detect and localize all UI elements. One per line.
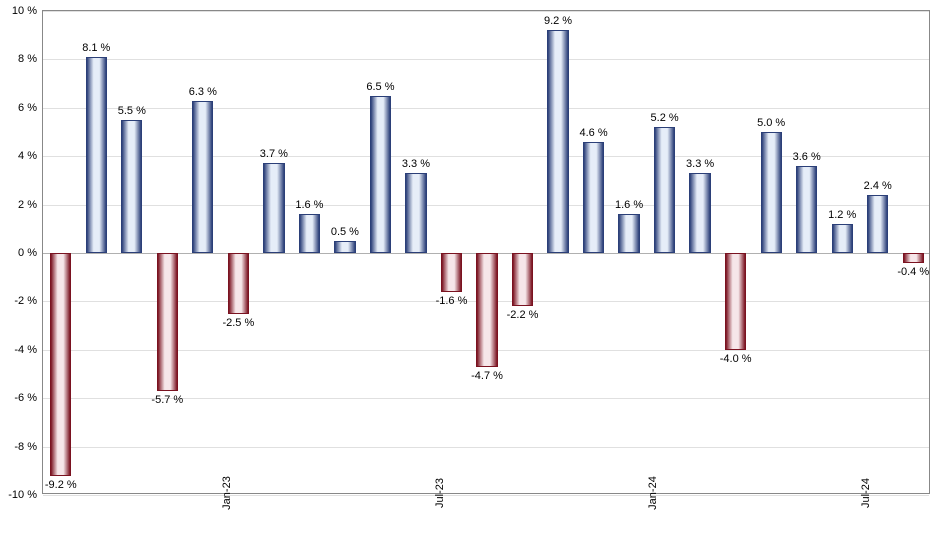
bar-value-label: 4.6 % xyxy=(579,127,607,139)
bar xyxy=(547,30,568,253)
bar xyxy=(476,253,497,367)
bar-value-label: 5.5 % xyxy=(118,105,146,117)
y-tick-label: 4 % xyxy=(18,150,43,162)
bar-value-label: -9.2 % xyxy=(45,479,77,491)
bar-chart: -10 % -8 % -6 % -4 % -2 % 0 % 2 % 4 % 6 % 8 % 10 %… xyxy=(0,0,940,550)
bar xyxy=(761,132,782,253)
x-tick-label: Jan-23 xyxy=(203,476,233,510)
bar-value-label: 3.3 % xyxy=(402,158,430,170)
bar-value-label: 2.4 % xyxy=(864,180,892,192)
bar xyxy=(334,241,355,253)
bar xyxy=(192,101,213,253)
bar-value-label: 3.3 % xyxy=(686,158,714,170)
bar-value-label: -1.6 % xyxy=(436,295,468,307)
bar xyxy=(903,253,924,263)
bar xyxy=(299,214,320,253)
bar xyxy=(441,253,462,292)
bar xyxy=(796,166,817,253)
y-tick-label: 8 % xyxy=(18,53,43,65)
bar xyxy=(725,253,746,350)
bar-value-label: -2.2 % xyxy=(507,309,539,321)
bar xyxy=(121,120,142,253)
gridline xyxy=(43,108,929,109)
y-tick-label: 0 % xyxy=(18,247,43,259)
bar xyxy=(583,142,604,253)
y-tick-label: -2 % xyxy=(14,295,43,307)
bar-value-label: 1.2 % xyxy=(828,209,856,221)
y-tick-label: 10 % xyxy=(12,5,43,17)
bar-value-label: -4.0 % xyxy=(720,353,752,365)
bar xyxy=(405,173,426,253)
bar xyxy=(370,96,391,253)
bar-value-label: -5.7 % xyxy=(151,394,183,406)
bar-value-label: 6.3 % xyxy=(189,86,217,98)
bar xyxy=(867,195,888,253)
bar-value-label: 0.5 % xyxy=(331,226,359,238)
y-tick-label: 2 % xyxy=(18,199,43,211)
bar-value-label: -4.7 % xyxy=(471,370,503,382)
bar-value-label: 6.5 % xyxy=(366,81,394,93)
gridline xyxy=(43,447,929,448)
bar xyxy=(512,253,533,306)
bar xyxy=(689,173,710,253)
gridline xyxy=(43,59,929,60)
y-tick-label: 6 % xyxy=(18,102,43,114)
y-tick-label: -6 % xyxy=(14,392,43,404)
x-tick-label: Jan-24 xyxy=(629,476,659,510)
bar-value-label: -2.5 % xyxy=(222,317,254,329)
gridline xyxy=(43,495,929,496)
bar xyxy=(654,127,675,253)
bar xyxy=(157,253,178,391)
plot-area: -10 %-8 %-6 %-4 %-2 %0 %2 %4 %6 %8 %10 %… xyxy=(42,10,930,494)
bar-value-label: 1.6 % xyxy=(295,199,323,211)
bar xyxy=(832,224,853,253)
bar xyxy=(228,253,249,314)
gridline xyxy=(43,11,929,12)
bar-value-label: 5.0 % xyxy=(757,117,785,129)
bar xyxy=(50,253,71,476)
bar xyxy=(618,214,639,253)
x-tick-label: Jul-23 xyxy=(416,478,446,508)
bar-value-label: 3.7 % xyxy=(260,148,288,160)
bar xyxy=(263,163,284,253)
x-tick-label: Jul-24 xyxy=(842,478,872,508)
bar-value-label: 3.6 % xyxy=(793,151,821,163)
bar-value-label: 5.2 % xyxy=(651,112,679,124)
bar-value-label: 9.2 % xyxy=(544,15,572,27)
bar-value-label: 8.1 % xyxy=(82,42,110,54)
bar-value-label: 1.6 % xyxy=(615,199,643,211)
bar xyxy=(86,57,107,253)
bar-value-label: -0.4 % xyxy=(897,266,929,278)
y-tick-label: -4 % xyxy=(14,344,43,356)
y-tick-label: -10 % xyxy=(8,489,43,501)
y-tick-label: -8 % xyxy=(14,441,43,453)
